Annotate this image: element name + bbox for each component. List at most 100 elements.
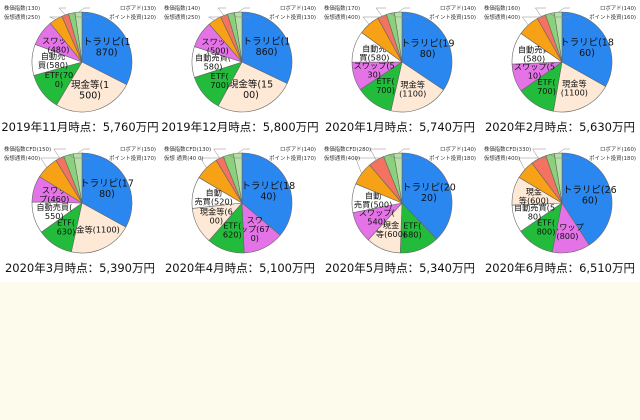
slice-label-robo-advisor: ロボアド(130)	[120, 4, 156, 12]
slice-label-point-investing: ポイント投資(160)	[589, 13, 636, 21]
blank-area	[0, 282, 640, 420]
slice-label-swap: スワップ(540)	[359, 208, 395, 227]
leader-line-point-investing	[549, 154, 570, 159]
pie-panel-2020-06: トラリピ(26 60) スワップ(800) ETF(800) 自動売買(5 80) 現金等(…	[480, 141, 640, 282]
pie-chart: トラリピ(18 40) スワップ(67 0)ETF(620)現金等(6 00)自動売買(…	[164, 145, 316, 254]
pie-slice-robo-advisor	[74, 11, 83, 63]
pie-panel-2019-11: トラリピ(1 870) 現金等(1 500) ETF(70 0) 自動売買(580) スワップ…	[0, 0, 160, 141]
slice-label-stock-index-cfd: 株価指数CFD(280)	[324, 145, 371, 153]
leader-line-robo-advisor	[78, 7, 90, 13]
pie-slice-cash	[390, 61, 444, 113]
pie-chart: トラリピ(1 870) 現金等(1 500)ETF(70 0)自動売買(580)スワップ…	[4, 4, 156, 113]
slice-label-crypto: 仮想 通貨(40 0)	[164, 154, 204, 162]
slice-label-point-investing: ポイント投資(120)	[109, 13, 156, 21]
leader-line-crypto	[40, 157, 66, 168]
slice-label-stock-index: 株価指数(160)	[484, 4, 520, 12]
leader-line-point-investing	[549, 13, 570, 18]
slice-label-etf: ETF(800)	[537, 218, 556, 237]
slice-label-swap: スワップ(5 30)	[354, 61, 395, 80]
leader-line-crypto	[200, 157, 226, 168]
slice-label-robo-advisor: ロボアド(140)	[440, 4, 476, 12]
leader-line-stock-index	[534, 7, 546, 17]
slice-label-auto-trading: 自動売買(500)	[354, 190, 392, 209]
slice-label-point-investing: ポイント投資(130)	[269, 13, 316, 21]
pie-slice-trarepi	[561, 11, 613, 87]
pie-chart: トラリピ(18 60) 現金等(1100) ETF(700)スワップ(5 10)自動売買…	[484, 4, 636, 113]
slice-label-stock-index-cfd: 株価指数CFD(130)	[164, 145, 211, 153]
slice-label-auto-trading: 自動売買(550)	[36, 202, 72, 221]
slice-label-etf: ETF(700)	[376, 76, 395, 95]
slice-label-robo-advisor: ロボアド(140)	[280, 145, 316, 153]
leader-line-point-investing	[388, 154, 410, 159]
slice-label-cash: 現金等(1100)	[561, 79, 588, 98]
leader-line-stock-index	[217, 7, 226, 16]
pie-slice-robo-advisor	[234, 11, 243, 63]
pie-slice-trarepi	[81, 152, 133, 228]
leader-line-robo-advisor	[397, 148, 410, 154]
slice-label-point-investing: ポイント投資(170)	[109, 154, 156, 162]
slice-label-trarepi: トラリピ(18 40)	[241, 181, 295, 203]
leader-line-robo-advisor	[77, 148, 90, 154]
leader-line-point-investing	[230, 12, 250, 18]
chart-title: 2019年11月時点：5,760万円	[1, 120, 159, 134]
leader-line-stock-index-cfd	[213, 148, 226, 159]
slice-label-trarepi: トラリピ(20 20)	[402, 182, 456, 204]
slice-label-point-investing: ポイント投資(170)	[269, 154, 316, 162]
slice-label-trarepi: トラリピ(19 80)	[401, 39, 455, 61]
slice-label-swap: スワップ(480)	[42, 35, 76, 54]
slice-label-crypto: 仮想通貨(400)	[324, 154, 360, 162]
leader-line-point-investing	[228, 154, 250, 159]
slice-label-robo-advisor: ロボアド(160)	[600, 145, 636, 153]
chart-title: 2020年2月時点：5,630万円	[484, 120, 635, 134]
slice-label-crypto: 仮想通貨(250)	[164, 13, 200, 21]
leader-line-point-investing	[71, 12, 90, 18]
slice-label-stock-index-cfd: 株価指数CFD(150)	[4, 145, 51, 153]
leader-line-robo-advisor	[557, 7, 570, 13]
leader-line-crypto	[355, 157, 386, 174]
slice-label-crypto: 仮想通貨(400)	[484, 13, 520, 21]
slice-label-swap: スワップ(67 0)	[240, 215, 270, 243]
slice-label-stock-index: 株価指数(130)	[4, 4, 40, 12]
slice-label-stock-index: 株価指数(140)	[164, 4, 200, 12]
slice-label-auto-trading: 自動売買(580)	[518, 44, 551, 63]
slice-label-stock-index: 株価指数(170)	[324, 4, 360, 12]
slice-label-auto-trading: 自動売買(580)	[359, 43, 389, 62]
slice-label-etf: ETF(700)	[537, 77, 556, 96]
slice-label-crypto: 仮想通貨(250)	[4, 13, 40, 21]
pie-slice-trarepi	[401, 152, 453, 240]
slice-label-robo-advisor: ロボアド(140)	[600, 4, 636, 12]
charts-area: トラリピ(1 870) 現金等(1 500) ETF(70 0) 自動売買(580) スワップ…	[0, 0, 640, 282]
slice-label-swap: スワップ(5 10)	[514, 62, 555, 81]
leader-line-robo-advisor	[237, 148, 250, 154]
chart-title: 2020年4月時点：5,100万円	[164, 261, 315, 275]
pie-panel-2020-03: トラリピ(17 80) 現金等(1100) ETF(630) 自動売買(550) スワップ…	[0, 141, 160, 282]
pie-panel-2019-12: トラリピ(1 860) 現金等(15 00) ETF(700) 自動売買(580) スワップ…	[160, 0, 320, 141]
pie-slice-robo-advisor	[233, 152, 243, 204]
slice-label-etf: ETF(700)	[210, 71, 229, 90]
slice-label-crypto: 仮想通貨(400)	[324, 13, 360, 21]
pie-chart: トラリピ(26 60) スワップ(800)ETF(800)自動売買(5 80)現金等(…	[484, 145, 636, 254]
leader-line-robo-advisor	[238, 7, 250, 13]
slice-label-trarepi: トラリピ(1 870)	[83, 37, 131, 59]
pie-slice-trarepi	[241, 11, 293, 84]
leader-line-robo-advisor	[398, 7, 410, 13]
pie-slice-robo-advisor	[394, 11, 403, 63]
slice-label-etf: ETF(620)	[223, 221, 242, 240]
leader-line-crypto	[208, 16, 226, 21]
leader-line-point-investing	[390, 13, 410, 18]
slice-label-swap: スワップ(800)	[551, 222, 585, 241]
slice-label-point-investing: ポイント投資(150)	[429, 13, 476, 21]
slice-label-auto-trading: 自動売買(580)	[195, 52, 231, 71]
leader-line-crypto	[521, 16, 546, 26]
slice-label-crypto: 仮想通貨(400)	[4, 154, 40, 162]
pie-slice-cash	[553, 61, 606, 113]
pie-panel-2020-02: トラリピ(18 60) 現金等(1100) ETF(700) スワップ(5 10) 自動売買…	[480, 0, 640, 141]
leader-line-stock-index	[58, 7, 66, 16]
pie-chart: トラリピ(20 20) ETF(680)現金等(600)スワップ(540)自動売買(…	[324, 145, 476, 254]
slice-label-swap: スワップ(500)	[201, 36, 235, 55]
